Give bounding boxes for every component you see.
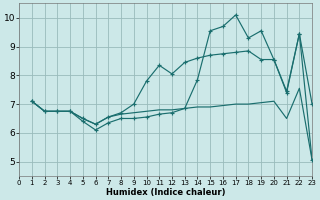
X-axis label: Humidex (Indice chaleur): Humidex (Indice chaleur) <box>106 188 225 197</box>
